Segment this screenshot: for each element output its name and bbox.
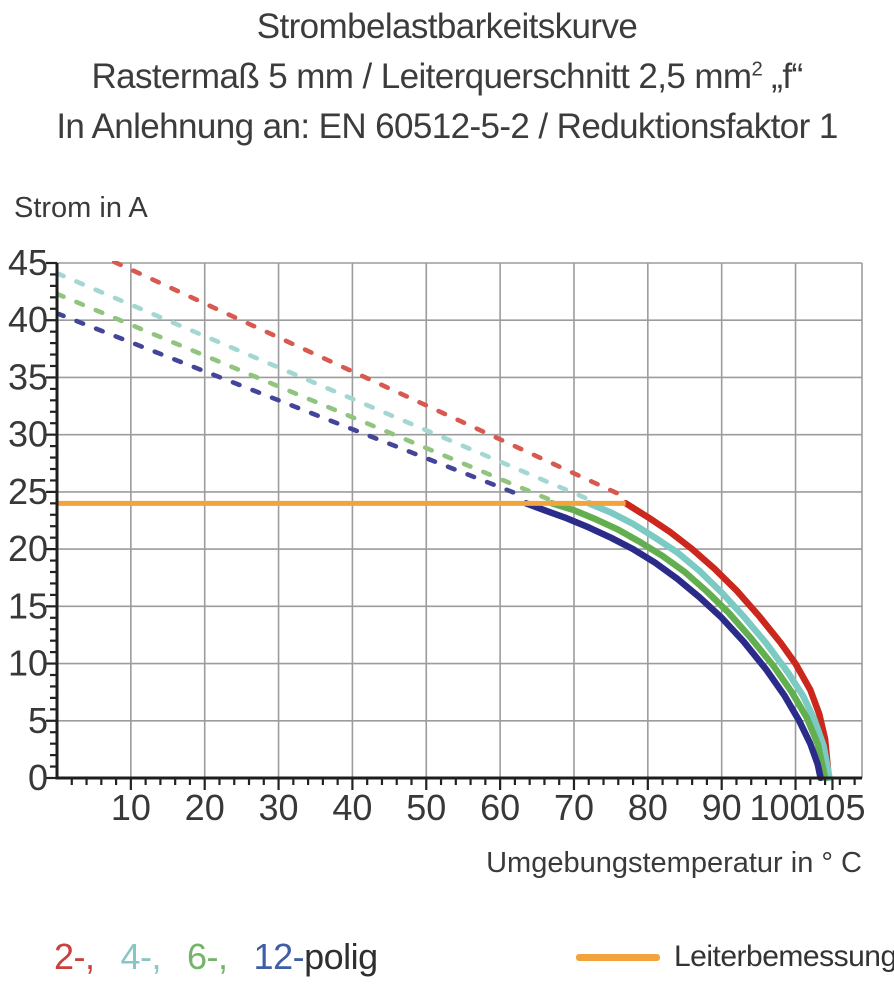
series-6-polig-dashed xyxy=(57,291,553,503)
subtitle-text: Rastermaß 5 mm / Leiterquerschnitt 2,5 m… xyxy=(91,57,752,96)
svg-text:20: 20 xyxy=(8,528,48,569)
rated-current-legend: Leiterbemessungsstrom xyxy=(576,940,894,974)
series-4-polig-curve xyxy=(585,500,833,781)
svg-text:35: 35 xyxy=(8,356,48,397)
subtitle-superscript: 2 xyxy=(751,58,763,81)
svg-text:50: 50 xyxy=(406,787,446,828)
rated-current-swatch xyxy=(576,953,660,961)
poles-legend: 2-, 4-, 6-, 12- polig xyxy=(54,936,378,978)
legend-item-4polig: 4-, xyxy=(120,936,162,977)
series-6-polig-curve xyxy=(548,500,829,781)
svg-text:25: 25 xyxy=(8,471,48,512)
x-axis-title: Umgebungstemperatur in ° C xyxy=(486,847,862,879)
chart-title-line3: In Anlehnung an: EN 60512-5-2 / Reduktio… xyxy=(56,107,838,146)
svg-text:15: 15 xyxy=(8,585,48,626)
axis-ticks xyxy=(46,261,856,790)
gridlines xyxy=(57,262,863,778)
y-axis-title: Strom in A xyxy=(14,192,148,224)
series-12-polig-curve xyxy=(522,500,824,781)
chart-title-block: Strombelastbarkeitskurve Rastermaß 5 mm … xyxy=(0,2,894,152)
svg-text:10: 10 xyxy=(111,787,151,828)
legend-polig-suffix: polig xyxy=(304,936,378,977)
svg-text:20: 20 xyxy=(185,787,225,828)
series-2-polig-dashed xyxy=(106,261,627,499)
legend-item-12polig: 12- polig xyxy=(253,936,379,978)
svg-text:90: 90 xyxy=(702,787,742,828)
svg-text:105: 105 xyxy=(805,787,865,828)
svg-text:70: 70 xyxy=(554,787,594,828)
chart-title-line2: Rastermaß 5 mm / Leiterquerschnitt 2,5 m… xyxy=(0,52,894,102)
svg-text:60: 60 xyxy=(480,787,520,828)
svg-text:80: 80 xyxy=(628,787,668,828)
legend-12-number: 12- xyxy=(253,936,305,977)
rated-current-label: Leiterbemessungsstrom xyxy=(674,940,894,973)
legend-item-6polig: 6-, xyxy=(187,936,228,977)
y-tick-labels: 0 5 10 15 20 25 30 35 40 45 xyxy=(8,242,48,798)
chart-title-line1: Strombelastbarkeitskurve xyxy=(256,7,638,46)
series-2-polig-curve xyxy=(622,500,833,781)
svg-text:45: 45 xyxy=(8,242,48,283)
subtitle-quote: „f“ xyxy=(762,57,803,96)
svg-text:100: 100 xyxy=(749,787,809,828)
svg-text:30: 30 xyxy=(8,414,48,455)
series-12-polig-dashed xyxy=(57,311,527,499)
svg-text:40: 40 xyxy=(332,787,372,828)
svg-text:10: 10 xyxy=(8,643,48,684)
svg-text:0: 0 xyxy=(28,757,48,798)
svg-text:5: 5 xyxy=(28,700,48,741)
legend-item-2polig: 2-, xyxy=(54,936,95,977)
svg-text:40: 40 xyxy=(8,299,48,340)
series-4-polig-dashed xyxy=(57,270,590,502)
svg-text:30: 30 xyxy=(259,787,299,828)
